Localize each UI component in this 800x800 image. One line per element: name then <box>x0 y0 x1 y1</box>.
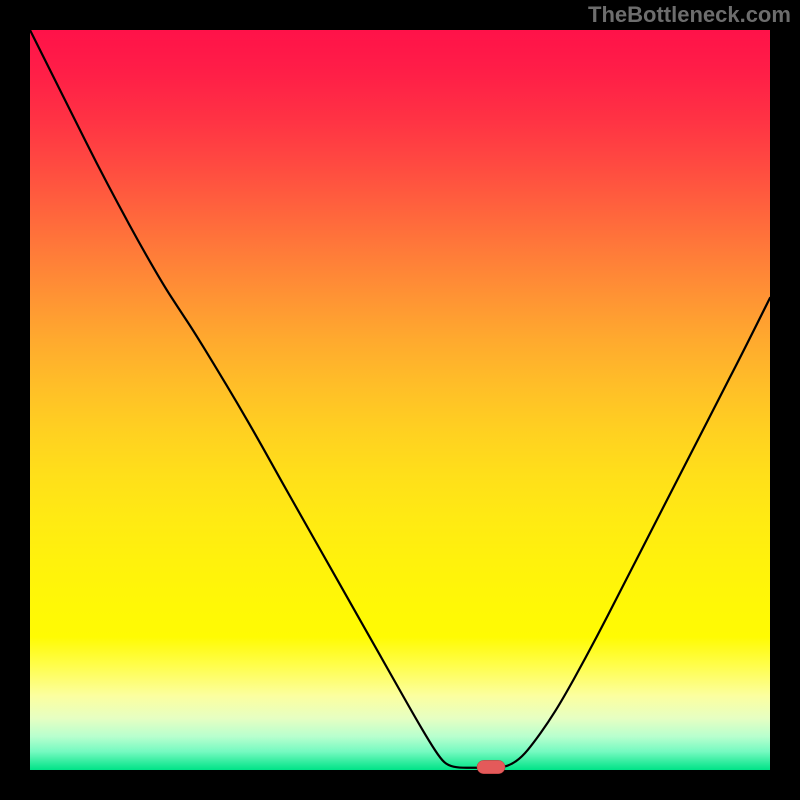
bottleneck-chart <box>0 0 800 800</box>
chart-frame <box>0 0 800 800</box>
optimal-marker <box>477 760 505 773</box>
watermark-text: TheBottleneck.com <box>588 2 791 28</box>
plot-background <box>30 30 770 770</box>
